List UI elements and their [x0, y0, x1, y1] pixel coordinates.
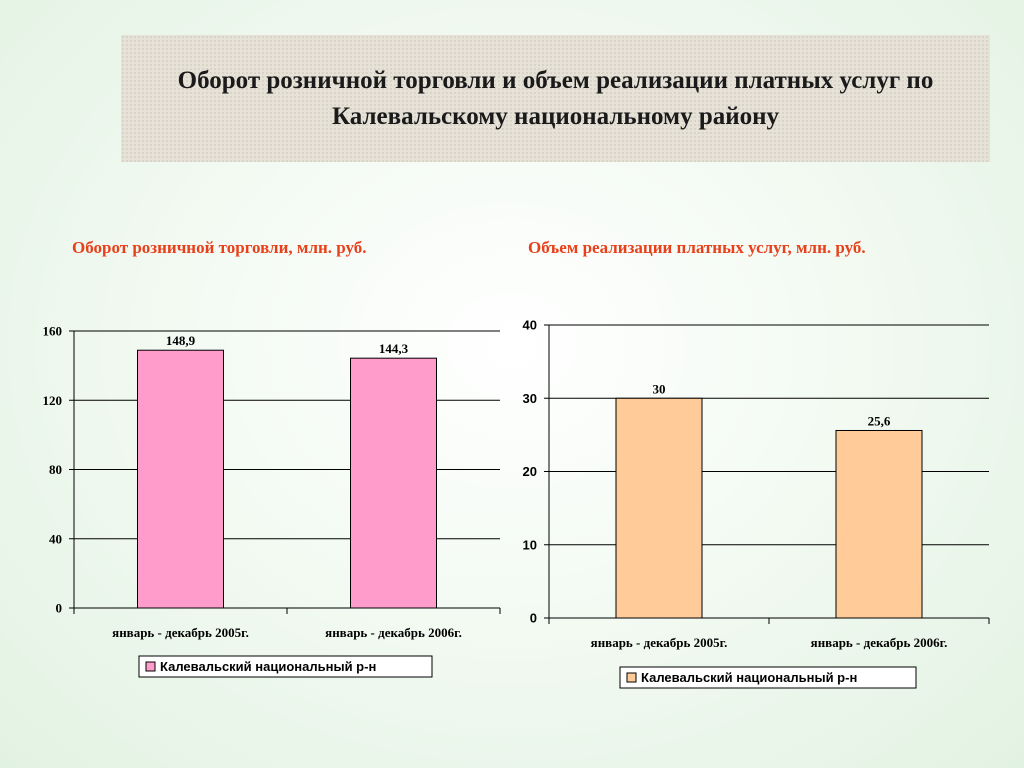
chart1-legend-swatch	[145, 661, 156, 672]
chart1-legend-label: Калевальский национальный р-н	[160, 659, 376, 674]
chart2-ytick-label: 20	[523, 464, 537, 479]
chart1-ytick-label: 80	[49, 462, 62, 477]
chart2-ytick-label: 30	[523, 391, 537, 406]
chart1-data-label: 148,9	[166, 333, 196, 348]
chart2-ytick-label: 0	[530, 611, 537, 626]
page-title: Оборот розничной торговли и объем реализ…	[177, 66, 934, 130]
chart2-bar	[615, 397, 703, 619]
chart2-data-label: 30	[653, 381, 666, 396]
chart1-bar	[137, 349, 224, 609]
chart1-category-label: январь - декабрь 2006г.	[325, 625, 462, 640]
chart1-ytick-label: 0	[56, 601, 63, 616]
chart2-ytick-label: 40	[523, 318, 537, 333]
chart1-ytick-label: 40	[49, 531, 62, 546]
chart2-data-label: 25,6	[868, 413, 891, 428]
chart1-ytick-label: 120	[43, 393, 63, 408]
chart1-legend-box	[138, 655, 433, 678]
chart2-category-label: январь - декабрь 2006г.	[811, 635, 948, 650]
title-banner: Оборот розничной торговли и объем реализ…	[121, 35, 990, 162]
chart2-ytick-label: 10	[523, 537, 537, 552]
chart1-data-label: 144,3	[379, 341, 409, 356]
chart-title-retail: Оборот розничной торговли, млн. руб.	[72, 238, 367, 257]
chart-title-services: Объем реализации платных услуг, млн. руб…	[528, 238, 866, 257]
chart1-ytick-label: 160	[43, 324, 63, 339]
chart2-category-label: январь - декабрь 2005г.	[591, 635, 728, 650]
chart1-bar	[350, 357, 437, 609]
chart2-bar	[835, 429, 923, 619]
chart2-legend-label: Калевальский национальный р-н	[641, 670, 857, 685]
chart2-legend-swatch	[626, 672, 637, 683]
chart2-legend-box	[619, 666, 917, 689]
chart1-category-label: январь - декабрь 2005г.	[112, 625, 249, 640]
